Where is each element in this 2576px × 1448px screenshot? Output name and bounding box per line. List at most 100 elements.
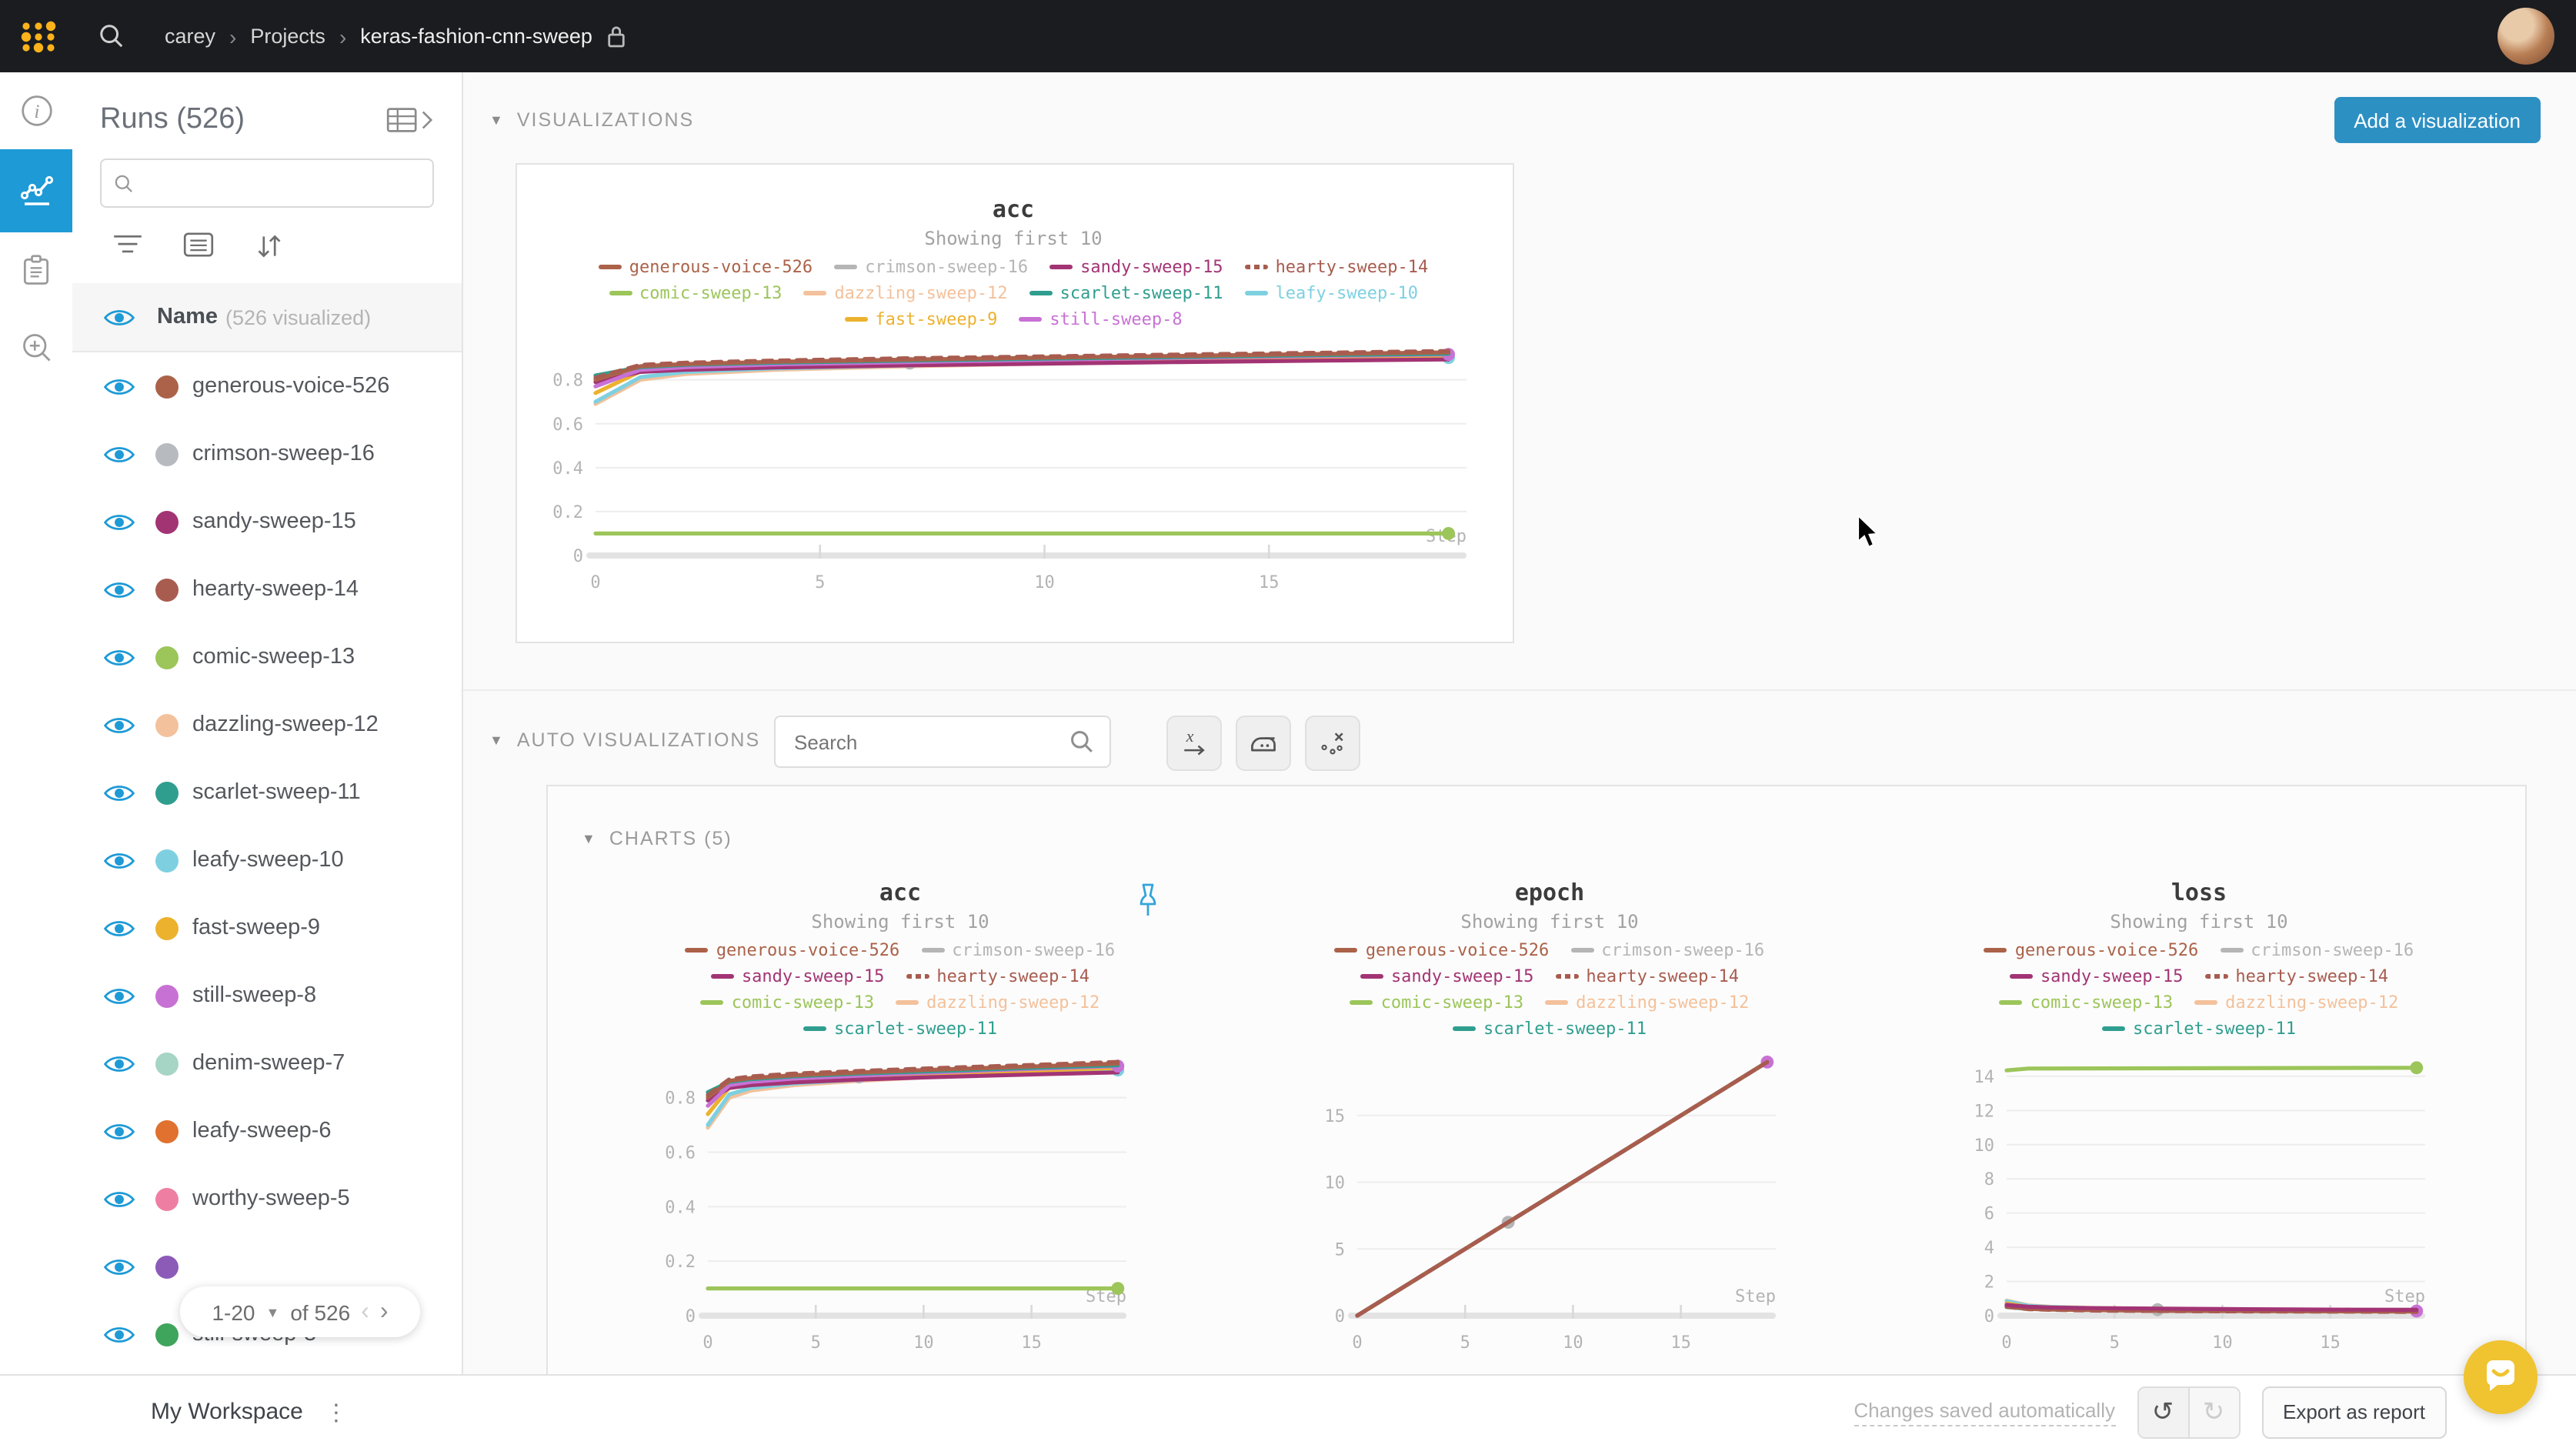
- pin-icon[interactable]: [1136, 882, 1160, 926]
- run-row[interactable]: fast-sweep-9: [72, 894, 462, 962]
- workspace-menu-icon[interactable]: ⋮: [324, 1400, 348, 1426]
- visualizations-section-header[interactable]: ▼ VISUALIZATIONS: [489, 109, 694, 131]
- breadcrumb-projects[interactable]: Projects: [250, 25, 325, 48]
- sort-icon[interactable]: [254, 232, 285, 268]
- svg-text:15: 15: [1258, 573, 1279, 592]
- run-name[interactable]: hearty-sweep-14: [192, 577, 359, 602]
- legend-item: crimson-sweep-16: [921, 939, 1115, 962]
- legend-item: scarlet-sweep-11: [1029, 282, 1223, 305]
- export-report-button[interactable]: Export as report: [2261, 1386, 2447, 1438]
- pagination-range[interactable]: 1-20: [212, 1300, 255, 1324]
- run-row[interactable]: denim-sweep-7: [72, 1029, 462, 1097]
- run-row[interactable]: generous-voice-526: [72, 352, 462, 420]
- collapse-triangle-icon: ▼: [489, 732, 505, 748]
- pagination-caret-icon[interactable]: ▼: [265, 1304, 280, 1320]
- runs-search-input[interactable]: [143, 170, 420, 196]
- run-row[interactable]: hearty-sweep-14: [72, 556, 462, 623]
- pagination-next-button[interactable]: ›: [379, 1298, 389, 1324]
- pagination-prev-button[interactable]: ‹: [361, 1298, 369, 1324]
- run-name[interactable]: leafy-sweep-10: [192, 848, 344, 872]
- run-row[interactable]: [72, 1233, 462, 1300]
- visibility-eye-icon[interactable]: [103, 984, 135, 1007]
- chart-canvas[interactable]: 0 2 4 6 8 10 12 14 0 5 10 15 Step: [1948, 1043, 2450, 1359]
- run-name[interactable]: leafy-sweep-6: [192, 1119, 332, 1143]
- run-name[interactable]: scarlet-sweep-11: [192, 780, 361, 805]
- undo-button[interactable]: ↺: [2138, 1387, 2189, 1436]
- run-color-dot: [155, 375, 179, 398]
- visibility-eye-icon[interactable]: [103, 849, 135, 872]
- svg-text:0: 0: [1984, 1307, 1994, 1326]
- pinned-chart-card[interactable]: acc Showing first 10 generous-voice-526 c…: [516, 163, 1514, 643]
- run-name[interactable]: generous-voice-526: [192, 374, 390, 399]
- run-name[interactable]: dazzling-sweep-12: [192, 712, 379, 737]
- run-row[interactable]: sandy-sweep-15: [72, 488, 462, 556]
- support-chat-button[interactable]: [2464, 1340, 2538, 1414]
- run-row[interactable]: scarlet-sweep-11: [72, 759, 462, 826]
- svg-text:10: 10: [2212, 1333, 2233, 1353]
- left-rail: i: [0, 72, 72, 1374]
- run-name[interactable]: worthy-sweep-5: [192, 1186, 350, 1211]
- visibility-eye-icon[interactable]: [103, 781, 135, 804]
- add-visualization-button[interactable]: Add a visualization: [2334, 97, 2541, 143]
- run-row[interactable]: still-sweep-8: [72, 962, 462, 1029]
- run-name[interactable]: crimson-sweep-16: [192, 442, 375, 466]
- visibility-eye-icon[interactable]: [103, 646, 135, 669]
- svg-text:5: 5: [814, 573, 824, 592]
- visibility-eye-icon[interactable]: [103, 1323, 135, 1346]
- chart-canvas[interactable]: 0 5 10 15 0 5 10 15 Step: [1299, 1043, 1800, 1359]
- run-name[interactable]: sandy-sweep-15: [192, 509, 356, 534]
- visibility-eye-icon[interactable]: [103, 375, 135, 398]
- redo-button[interactable]: ↻: [2189, 1387, 2238, 1436]
- info-icon[interactable]: i: [0, 72, 72, 149]
- visibility-eye-icon[interactable]: [103, 1255, 135, 1278]
- workspace-charts-tab-icon[interactable]: [0, 149, 72, 232]
- outliers-button[interactable]: [1305, 716, 1360, 771]
- run-name[interactable]: still-sweep-8: [192, 983, 317, 1008]
- legend-run-name: fast-sweep-9: [875, 309, 998, 329]
- run-row[interactable]: comic-sweep-13: [72, 623, 462, 691]
- visibility-eye-icon[interactable]: [103, 578, 135, 601]
- search-icon[interactable]: [98, 23, 125, 49]
- visibility-eye-icon[interactable]: [103, 713, 135, 736]
- zoom-in-icon[interactable]: [0, 309, 72, 386]
- run-row[interactable]: crimson-sweep-16: [72, 420, 462, 488]
- runs-name-header[interactable]: Name (526 visualized): [72, 283, 462, 352]
- run-name[interactable]: comic-sweep-13: [192, 645, 355, 669]
- filter-icon[interactable]: [112, 232, 143, 268]
- run-row[interactable]: worthy-sweep-5: [72, 1165, 462, 1233]
- breadcrumb-project[interactable]: keras-fashion-cnn-sweep: [360, 25, 592, 48]
- visibility-eye-icon[interactable]: [103, 1052, 135, 1075]
- avatar[interactable]: [2498, 8, 2554, 65]
- visibility-eye-icon[interactable]: [103, 442, 135, 465]
- x-axis-settings-button[interactable]: x: [1166, 716, 1222, 771]
- wandb-logo-icon[interactable]: [18, 19, 58, 53]
- run-name[interactable]: denim-sweep-7: [192, 1051, 345, 1076]
- visibility-eye-icon[interactable]: [103, 916, 135, 939]
- smoothing-button[interactable]: [1236, 716, 1291, 771]
- auto-visualizations-section-header[interactable]: ▼ AUTO VISUALIZATIONS: [489, 729, 760, 751]
- legend-item: hearty-sweep-14: [2204, 965, 2388, 988]
- run-name[interactable]: fast-sweep-9: [192, 916, 321, 940]
- visibility-eye-icon[interactable]: [103, 1119, 135, 1143]
- run-row[interactable]: dazzling-sweep-12: [72, 691, 462, 759]
- run-row[interactable]: leafy-sweep-6: [72, 1097, 462, 1165]
- svg-text:15: 15: [1670, 1333, 1691, 1353]
- workspace-name[interactable]: My Workspace: [151, 1399, 303, 1425]
- breadcrumb-entity[interactable]: carey: [165, 25, 216, 48]
- visibility-all-eye-icon[interactable]: [103, 305, 135, 329]
- group-icon[interactable]: [183, 232, 214, 268]
- visibility-eye-icon[interactable]: [103, 1187, 135, 1210]
- svg-text:0.4: 0.4: [552, 459, 582, 479]
- collapse-triangle-icon: ▼: [582, 831, 597, 846]
- panel-search-input[interactable]: [791, 729, 1069, 755]
- legend-swatch: [1545, 1000, 1569, 1005]
- legend-item: crimson-sweep-16: [834, 255, 1028, 279]
- runs-table-expand-button[interactable]: [386, 106, 434, 134]
- run-row[interactable]: leafy-sweep-10: [72, 826, 462, 894]
- visibility-eye-icon[interactable]: [103, 510, 135, 533]
- charts-section-header[interactable]: ▼ CHARTS (5): [582, 828, 732, 849]
- svg-text:Step: Step: [2384, 1287, 2425, 1306]
- notes-icon[interactable]: [0, 232, 72, 309]
